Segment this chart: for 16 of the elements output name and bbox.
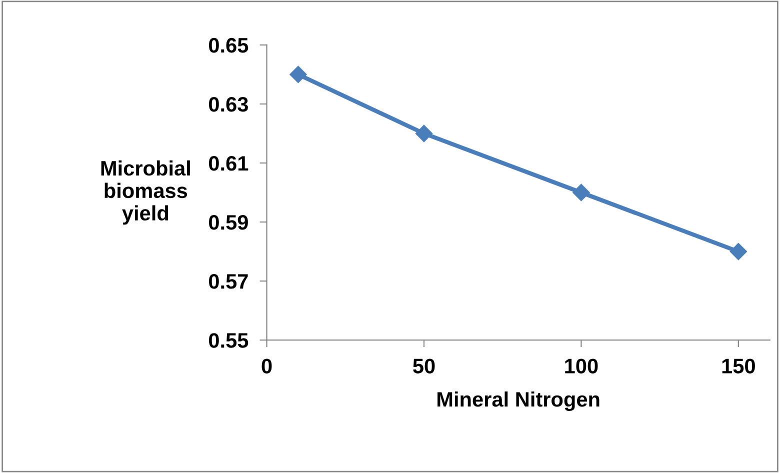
x-tick-label: 100 xyxy=(565,358,598,374)
x-axis-title: Mineral Nitrogen xyxy=(438,391,600,411)
y-tick-label: 0.55 xyxy=(208,333,248,348)
point xyxy=(572,184,590,202)
x-tick-label: 50 xyxy=(413,358,435,374)
y-tick-label: 0.63 xyxy=(208,96,248,112)
y-axis-title: Microbial biomass yield xyxy=(101,160,190,225)
y-tick-label: 0.57 xyxy=(208,274,248,289)
point xyxy=(730,242,747,260)
y-tick-label: 0.61 xyxy=(208,156,248,171)
point xyxy=(415,124,433,142)
x-tick-label: 150 xyxy=(722,358,755,374)
y-tick-label: 0.59 xyxy=(208,215,248,230)
x-tick-label: 0 xyxy=(262,358,272,374)
y-tick-label: 0.65 xyxy=(208,38,248,53)
point xyxy=(290,66,307,83)
